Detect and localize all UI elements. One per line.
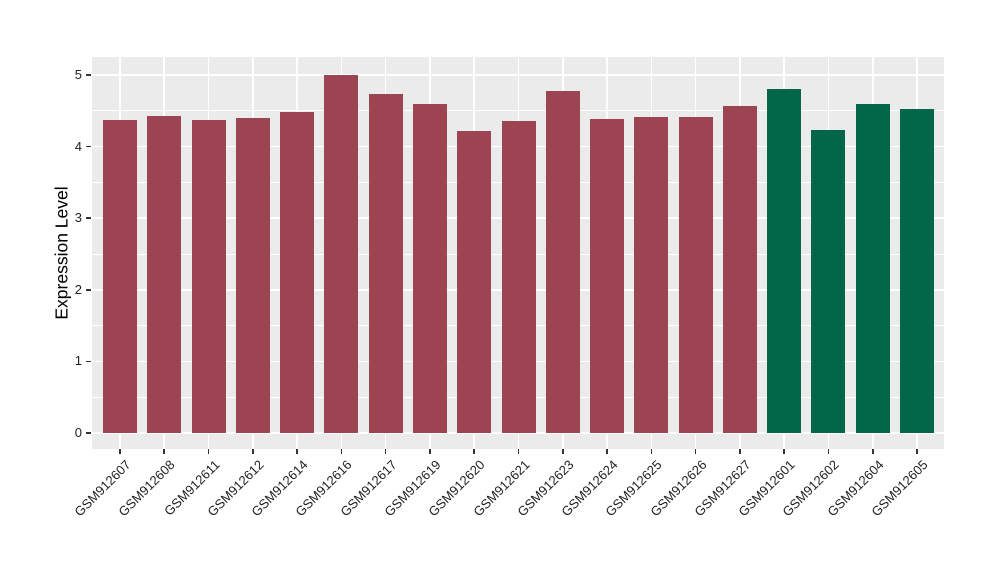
bar-GSM912626 — [678, 116, 713, 433]
y-tick-mark — [86, 360, 91, 363]
x-tick-mark — [562, 449, 564, 454]
y-tick-mark — [86, 432, 91, 434]
x-tick-mark — [384, 449, 387, 454]
bar-GSM912621 — [501, 120, 536, 433]
y-tick-label: 0 — [74, 425, 82, 440]
bar-GSM912602 — [811, 130, 846, 433]
y-axis-title: Expression Level — [51, 186, 72, 320]
bar-GSM912612 — [235, 117, 270, 433]
bar-GSM912627 — [722, 105, 757, 433]
x-tick-mark — [517, 449, 520, 454]
y-tick-mark — [86, 217, 91, 219]
y-tick-mark — [86, 145, 91, 148]
bar-GSM912617 — [368, 93, 403, 433]
x-tick-mark — [252, 449, 254, 454]
x-tick-mark — [916, 449, 918, 454]
x-tick-mark — [871, 449, 874, 454]
x-tick-mark — [650, 449, 653, 454]
x-tick-mark — [783, 449, 785, 454]
bar-GSM912620 — [457, 130, 492, 433]
x-tick-mark — [473, 449, 476, 454]
bar-GSM912624 — [590, 119, 625, 433]
bar-GSM912605 — [900, 108, 935, 433]
y-tick-label: 2 — [74, 281, 82, 297]
x-tick-mark — [163, 449, 166, 454]
bar-GSM912611 — [191, 120, 226, 433]
bar-GSM912604 — [855, 103, 890, 433]
x-tick-mark — [606, 449, 608, 454]
bar-GSM912623 — [545, 90, 580, 433]
x-tick-mark — [827, 449, 830, 454]
bar-GSM912619 — [412, 104, 447, 433]
x-tick-mark — [207, 449, 210, 454]
bar-GSM912607 — [103, 120, 137, 433]
x-tick-mark — [340, 449, 343, 454]
bar-GSM912625 — [634, 117, 669, 433]
y-tick-mark — [86, 74, 91, 76]
plot-panel — [92, 57, 944, 449]
bar-GSM912616 — [324, 75, 359, 433]
bar-GSM912601 — [767, 89, 802, 433]
x-tick-mark — [296, 449, 298, 454]
bar-GSM912614 — [280, 112, 315, 433]
y-tick-label: 4 — [74, 138, 82, 154]
y-tick-label: 1 — [74, 353, 82, 369]
x-tick-mark — [739, 449, 741, 454]
x-tick-mark — [119, 449, 121, 454]
y-tick-label: 5 — [74, 67, 82, 82]
y-tick-mark — [86, 289, 91, 291]
x-tick-mark — [429, 449, 431, 454]
bar-GSM912608 — [147, 115, 182, 433]
y-tick-label: 3 — [74, 210, 82, 226]
x-tick-mark — [694, 449, 697, 454]
